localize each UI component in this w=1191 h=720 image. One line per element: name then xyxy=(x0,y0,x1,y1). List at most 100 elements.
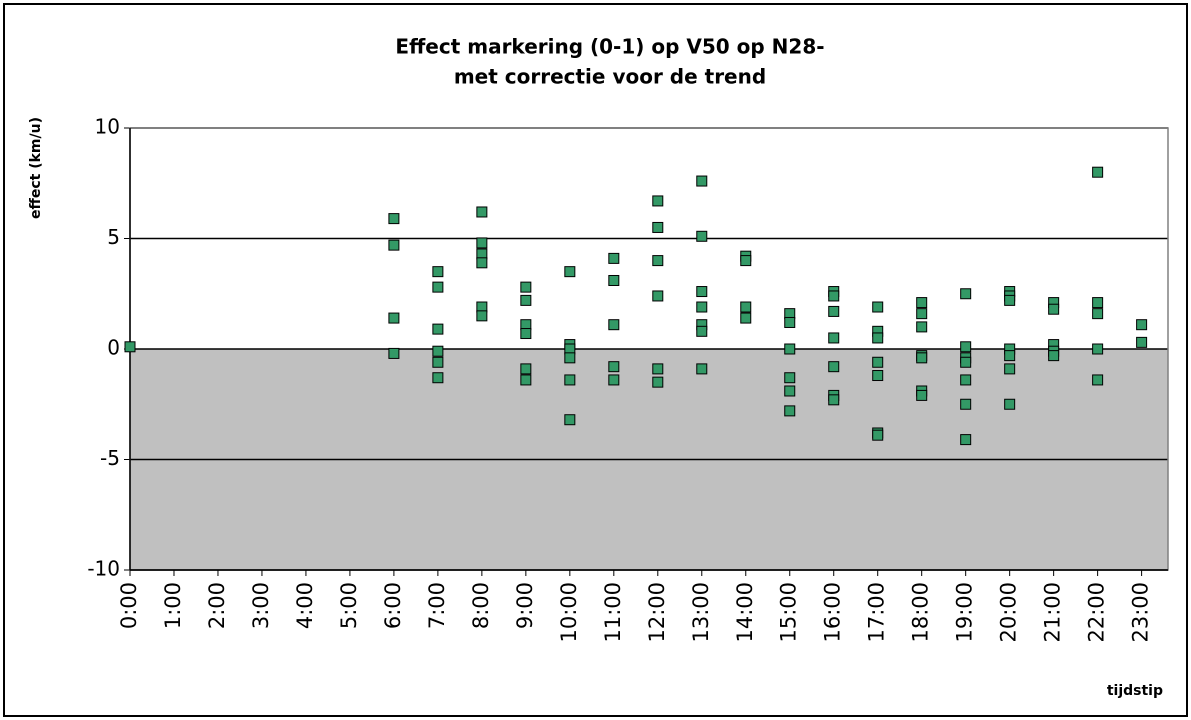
x-tick-label: 6:00 xyxy=(381,582,405,629)
chart-title: Effect markering (0-1) op V50 op N28- xyxy=(395,35,824,59)
y-axis-label: effect (km/u) xyxy=(28,117,44,219)
x-tick-label: 9:00 xyxy=(513,582,537,629)
point xyxy=(916,297,928,309)
point xyxy=(1048,350,1060,362)
point xyxy=(1136,319,1148,331)
point xyxy=(960,356,972,368)
point xyxy=(1092,166,1104,178)
point xyxy=(916,308,928,320)
point xyxy=(608,374,620,386)
point xyxy=(916,352,928,364)
x-tick-label: 3:00 xyxy=(249,582,273,629)
point xyxy=(432,266,444,278)
point xyxy=(1136,336,1148,348)
x-tick-label: 11:00 xyxy=(601,582,625,643)
point xyxy=(476,310,488,322)
point xyxy=(1092,308,1104,320)
y-tick-label: 5 xyxy=(107,225,120,249)
point xyxy=(432,281,444,293)
y-tick-label: -5 xyxy=(100,446,120,470)
point xyxy=(960,434,972,446)
x-tick-label: 22:00 xyxy=(1085,582,1109,643)
point xyxy=(960,341,972,353)
point xyxy=(388,239,400,251)
point xyxy=(652,255,664,267)
x-tick-label: 18:00 xyxy=(909,582,933,643)
point xyxy=(652,363,664,375)
point xyxy=(960,398,972,410)
point xyxy=(872,301,884,313)
point xyxy=(916,321,928,333)
x-tick-label: 5:00 xyxy=(337,582,361,629)
x-tick-label: 23:00 xyxy=(1129,582,1153,643)
point xyxy=(696,175,708,187)
point xyxy=(916,389,928,401)
point xyxy=(828,290,840,302)
point xyxy=(520,294,532,306)
chart-title: met correctie voor de trend xyxy=(454,65,766,89)
point xyxy=(520,374,532,386)
point xyxy=(476,257,488,269)
x-tick-label: 19:00 xyxy=(953,582,977,643)
point xyxy=(608,252,620,264)
point xyxy=(784,316,796,328)
x-tick-label: 2:00 xyxy=(205,582,229,629)
x-axis-label: tijdstip xyxy=(1107,683,1163,699)
point xyxy=(1004,350,1016,362)
point xyxy=(564,266,576,278)
point xyxy=(740,301,752,313)
x-tick-label: 4:00 xyxy=(293,582,317,629)
y-tick-label: 0 xyxy=(107,336,120,360)
point xyxy=(564,414,576,426)
point xyxy=(740,312,752,324)
point xyxy=(1092,297,1104,309)
point xyxy=(696,301,708,313)
x-tick-label: 13:00 xyxy=(689,582,713,643)
x-tick-label: 12:00 xyxy=(645,582,669,643)
point xyxy=(784,405,796,417)
point xyxy=(828,394,840,406)
point xyxy=(828,332,840,344)
point xyxy=(828,305,840,317)
point xyxy=(652,376,664,388)
point xyxy=(388,312,400,324)
point xyxy=(740,255,752,267)
point xyxy=(652,290,664,302)
point xyxy=(872,429,884,441)
point xyxy=(124,341,136,353)
point xyxy=(784,372,796,384)
point xyxy=(960,288,972,300)
point xyxy=(476,237,488,249)
point xyxy=(432,323,444,335)
point xyxy=(520,363,532,375)
x-tick-label: 8:00 xyxy=(469,582,493,629)
point xyxy=(784,385,796,397)
point xyxy=(960,374,972,386)
point xyxy=(652,195,664,207)
point xyxy=(1004,398,1016,410)
x-tick-label: 16:00 xyxy=(821,582,845,643)
point xyxy=(520,281,532,293)
x-tick-label: 20:00 xyxy=(997,582,1021,643)
x-tick-label: 17:00 xyxy=(865,582,889,643)
point xyxy=(696,230,708,242)
point xyxy=(1004,363,1016,375)
point xyxy=(520,328,532,340)
point xyxy=(652,221,664,233)
point xyxy=(1004,294,1016,306)
point xyxy=(608,361,620,373)
point xyxy=(784,343,796,355)
point xyxy=(432,345,444,357)
x-tick-label: 15:00 xyxy=(777,582,801,643)
y-tick-label: 10 xyxy=(95,115,120,139)
point xyxy=(872,332,884,344)
point xyxy=(432,356,444,368)
point xyxy=(872,370,884,382)
point xyxy=(696,363,708,375)
point xyxy=(564,352,576,364)
point xyxy=(608,274,620,286)
point xyxy=(828,361,840,373)
y-tick-label: -10 xyxy=(87,557,120,581)
point xyxy=(564,374,576,386)
